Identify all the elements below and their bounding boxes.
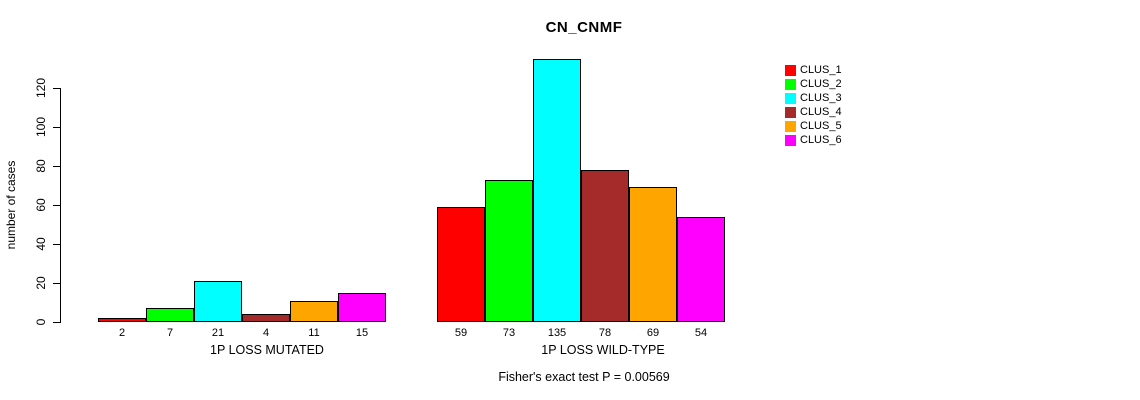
legend-label: CLUS_1 (800, 64, 842, 76)
y-tick-mark (53, 166, 61, 167)
y-tick-label: 20 (34, 276, 48, 290)
bar-value-label: 69 (646, 327, 660, 339)
bar-value-label: 11 (308, 327, 320, 339)
bar-value-label: 135 (547, 327, 567, 339)
legend-swatch-icon (785, 107, 796, 118)
bar-value-label: 78 (598, 327, 612, 339)
y-tick-label: 120 (34, 77, 48, 99)
legend-item: CLUS_2 (785, 79, 842, 90)
bar-value-label: 54 (694, 327, 708, 339)
bar-value-label: 4 (262, 327, 270, 339)
x-axis-group-label: 1P LOSS WILD-TYPE (541, 343, 665, 357)
y-tick-mark (53, 127, 61, 128)
legend-swatch-icon (785, 93, 796, 104)
bar-clus_4-group1 (242, 314, 290, 322)
y-axis-title: number of cases (4, 160, 18, 250)
legend-label: CLUS_5 (800, 120, 842, 132)
y-tick-mark (53, 88, 61, 89)
chart-title: CN_CNMF (545, 19, 623, 36)
bar-value-label: 59 (454, 327, 468, 339)
bar-clus_1-group1 (98, 318, 146, 322)
bar-clus_2-group2 (485, 180, 533, 322)
y-tick-mark (53, 244, 61, 245)
y-tick-label: 40 (34, 237, 48, 251)
y-tick-mark (53, 322, 61, 323)
bar-clus_5-group1 (290, 301, 338, 322)
legend-item: CLUS_5 (785, 121, 842, 132)
bar-value-label: 7 (166, 327, 174, 339)
legend-swatch-icon (785, 121, 796, 132)
bar-value-label: 2 (118, 327, 126, 339)
bar-clus_3-group1 (194, 281, 242, 322)
legend-item: CLUS_4 (785, 107, 842, 118)
legend-item: CLUS_6 (785, 135, 842, 146)
bar-value-label: 73 (502, 327, 516, 339)
legend-item: CLUS_1 (785, 65, 842, 76)
legend-label: CLUS_4 (800, 106, 842, 118)
bar-clus_5-group2 (629, 187, 677, 322)
legend-swatch-icon (785, 79, 796, 90)
y-tick-mark (53, 283, 61, 284)
y-tick-label: 60 (34, 198, 48, 212)
legend-label: CLUS_2 (800, 78, 842, 90)
legend-item: CLUS_3 (785, 93, 842, 104)
bar-clus_1-group2 (437, 207, 485, 322)
y-tick-mark (53, 205, 61, 206)
y-tick-label: 80 (34, 159, 48, 173)
bar-clus_2-group1 (146, 308, 194, 322)
legend: CLUS_1 CLUS_2 CLUS_3 CLUS_4 CLUS_5 CLUS_6 (785, 65, 842, 149)
bar-value-label: 21 (211, 327, 225, 339)
bar-value-label: 15 (355, 327, 369, 339)
bar-clus_3-group2 (533, 59, 581, 322)
legend-swatch-icon (785, 135, 796, 146)
y-tick-label: 0 (34, 318, 48, 326)
legend-label: CLUS_3 (800, 92, 842, 104)
x-axis-group-label: 1P LOSS MUTATED (210, 343, 324, 357)
bar-clus_6-group2 (677, 217, 725, 322)
legend-label: CLUS_6 (800, 134, 842, 146)
bar-clus_6-group1 (338, 293, 386, 322)
fisher-test-annotation: Fisher's exact test P = 0.00569 (498, 370, 670, 384)
legend-swatch-icon (785, 65, 796, 76)
bar-clus_4-group2 (581, 170, 629, 322)
y-tick-label: 100 (34, 116, 48, 138)
